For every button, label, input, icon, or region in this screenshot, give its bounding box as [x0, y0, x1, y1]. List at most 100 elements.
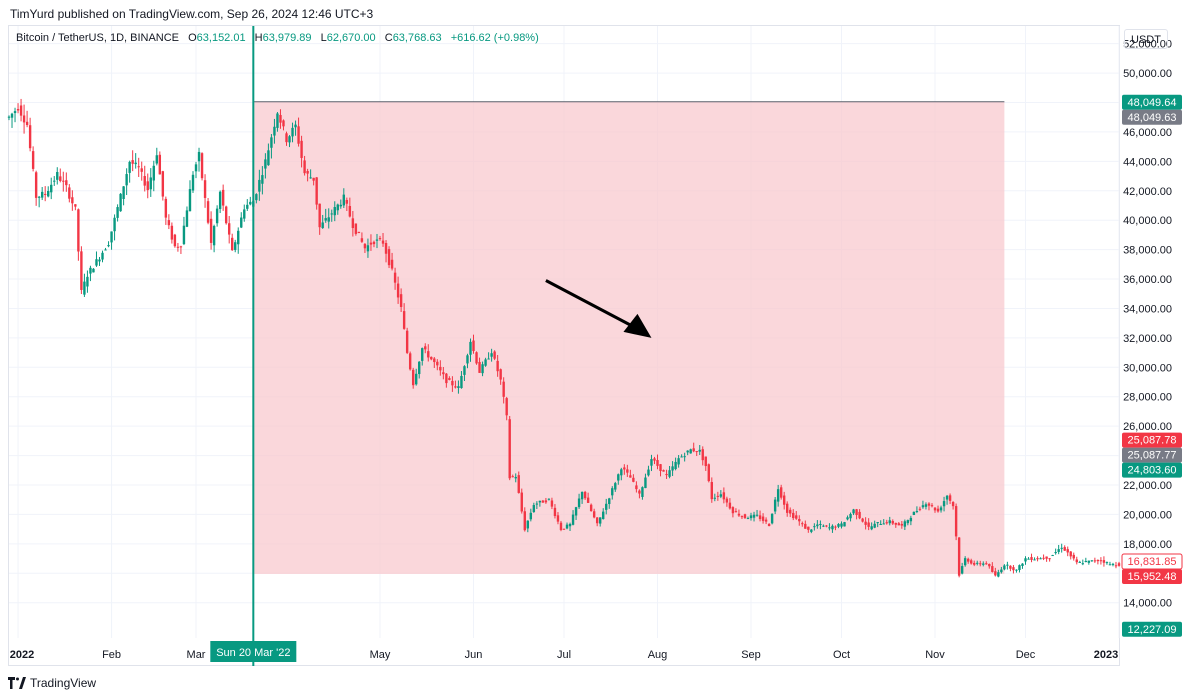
candle-body — [110, 231, 113, 243]
candle-body — [656, 460, 659, 466]
candle-body — [873, 523, 876, 528]
candle-body — [354, 223, 358, 234]
candle-body — [285, 133, 288, 143]
candle-body — [1108, 564, 1112, 566]
candle-body — [1012, 567, 1015, 571]
candle-body — [1093, 560, 1097, 562]
candle-body — [119, 193, 122, 212]
candle-body — [10, 113, 14, 118]
candle-body — [1069, 551, 1072, 557]
candle-body — [460, 375, 463, 389]
candle-body — [318, 203, 321, 228]
candle-body — [134, 162, 137, 165]
candle-body — [1084, 561, 1088, 563]
time-axis[interactable]: 2022 Feb Mar May Jun Jul Aug Sep Oct Nov Dec 2023 — [10, 649, 1118, 661]
x-tick-label: Oct — [833, 649, 850, 661]
y-tick-label: 20,000.00 — [1123, 509, 1172, 521]
y-tick-label: 14,000.00 — [1123, 598, 1172, 610]
symbol-legend: Bitcoin / TetherUS, 1D, BINANCE O63,152.… — [16, 32, 539, 44]
candle-body — [722, 492, 726, 500]
x-tick-label: Jul — [557, 649, 571, 661]
candle-body — [894, 522, 897, 525]
candle-body — [695, 451, 698, 453]
close-label: C — [384, 32, 393, 44]
candle-body — [1030, 557, 1033, 560]
candle-body — [50, 184, 53, 193]
price-tag-box — [1122, 569, 1182, 585]
candle-body — [810, 529, 813, 532]
candle-body — [541, 500, 545, 503]
y-tick-label: 38,000.00 — [1123, 245, 1172, 257]
trend-arrow-line[interactable] — [545, 279, 643, 333]
candle-body — [632, 477, 635, 482]
candle-body — [182, 225, 186, 245]
currency-button[interactable]: USDT — [1124, 29, 1168, 49]
candle-body — [113, 217, 116, 232]
candle-body — [25, 121, 29, 126]
candle-body — [876, 522, 879, 524]
candle-body — [963, 558, 967, 566]
tradingview-logo-icon — [8, 677, 26, 689]
short-position-zone[interactable] — [253, 101, 1005, 574]
candle-body — [499, 369, 502, 380]
candle-body — [131, 160, 134, 164]
candle-body — [804, 523, 807, 529]
candle-body — [128, 161, 131, 173]
crosshair-date-box — [210, 641, 297, 662]
candle-body — [448, 378, 451, 380]
candle-body — [991, 566, 994, 572]
candle-body — [1042, 557, 1045, 559]
candle-body — [795, 515, 798, 519]
candle-body — [197, 151, 201, 162]
candle-body — [789, 509, 792, 514]
price-tag-box — [1122, 432, 1182, 448]
candle-body — [725, 498, 729, 503]
candle-body — [321, 222, 324, 229]
candle-body — [954, 506, 958, 537]
candle-body — [149, 177, 152, 190]
candle-body — [761, 516, 765, 521]
candle-body — [62, 180, 65, 182]
y-tick-label: 50,000.00 — [1123, 68, 1172, 80]
candle-body — [339, 204, 342, 207]
candle-body — [662, 470, 665, 472]
candle-body — [454, 386, 457, 388]
high-label: H — [254, 32, 263, 44]
candle-body — [43, 193, 47, 195]
candle-body — [1027, 558, 1030, 560]
candle-body — [813, 526, 816, 528]
candle-body — [982, 563, 985, 565]
candle-body — [798, 518, 801, 522]
candle-body — [749, 515, 753, 519]
candle-body — [764, 519, 768, 522]
footer-brand[interactable]: TradingView — [8, 676, 96, 690]
candle-body — [333, 207, 336, 216]
candle-body — [535, 503, 539, 505]
candle-body — [496, 360, 499, 372]
candle-body — [912, 511, 916, 515]
candle-body — [188, 189, 192, 212]
candle-body — [1000, 569, 1003, 573]
candle-body — [384, 243, 388, 254]
candle-body — [776, 489, 780, 502]
candle-body — [393, 272, 397, 283]
candle-body — [378, 238, 382, 240]
candle-body — [258, 179, 261, 192]
symbol-name[interactable]: Bitcoin / TetherUS, 1D, BINANCE — [16, 32, 180, 44]
candle-body — [644, 477, 647, 489]
candle-body — [427, 351, 430, 358]
y-tick-label: 30,000.00 — [1123, 362, 1172, 374]
price-tag: 24,803.60 — [1122, 462, 1182, 478]
candle-body — [933, 507, 937, 511]
candle-body — [831, 525, 834, 530]
candle-body — [948, 495, 952, 501]
candle-body — [770, 513, 774, 524]
candle-body — [116, 207, 119, 218]
candle-body — [864, 521, 867, 525]
candle-body — [31, 151, 35, 169]
candle-body — [677, 458, 680, 465]
trend-arrow-head[interactable] — [623, 313, 652, 338]
candle-body — [740, 516, 744, 518]
candle-body — [487, 358, 490, 360]
